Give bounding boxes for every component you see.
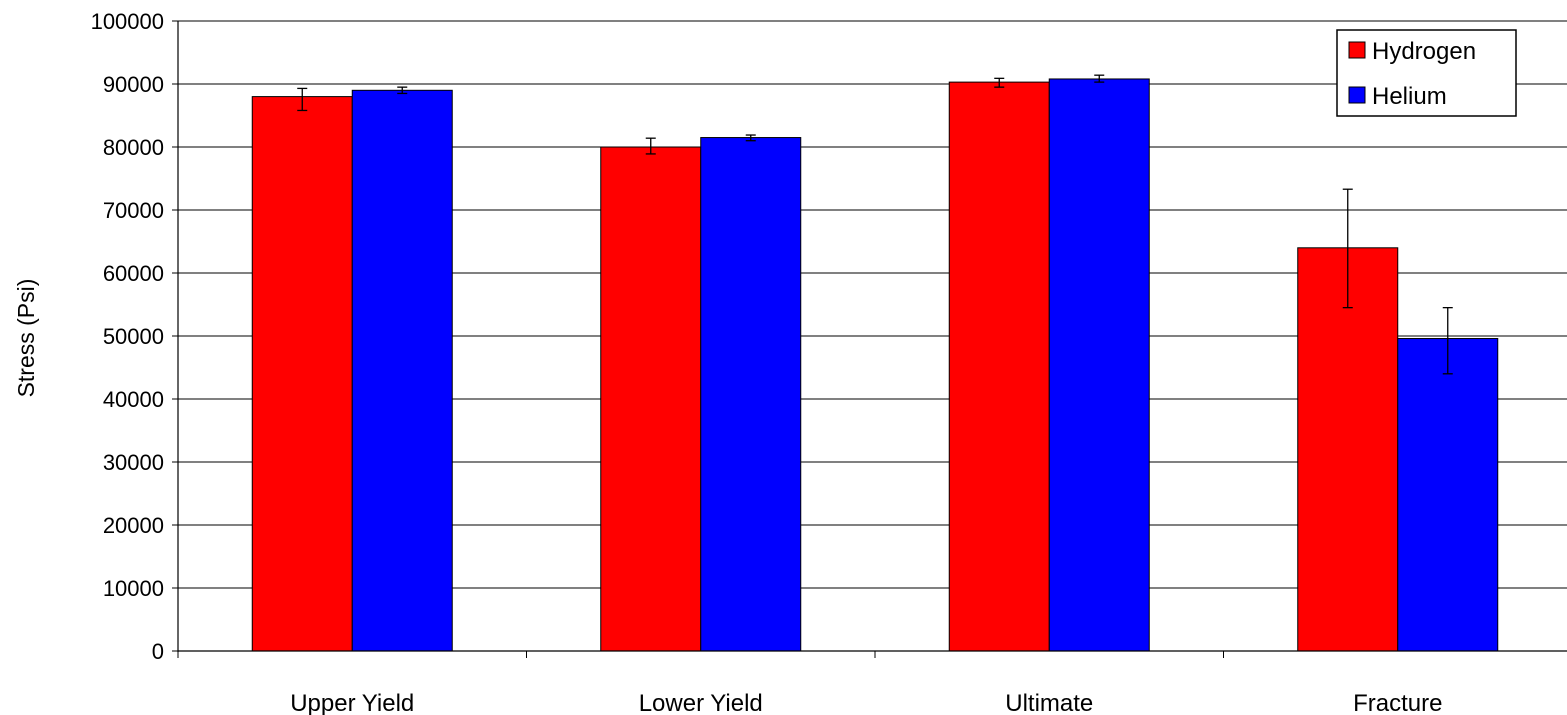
x-tick-labels: Upper Yield Lower Yield Ultimate Fracture — [290, 690, 1442, 715]
y-tick-label: 60000 — [103, 261, 164, 286]
bar-helium — [700, 137, 802, 652]
bar-hydrogen — [251, 96, 353, 652]
legend-swatch-hydrogen — [1348, 41, 1366, 59]
x-tick-label: Lower Yield — [639, 690, 763, 715]
legend-label-hydrogen: Hydrogen — [1372, 38, 1476, 65]
bar-helium — [1397, 338, 1499, 652]
legend-swatch-helium — [1348, 86, 1366, 104]
x-tick-label: Fracture — [1353, 690, 1442, 715]
error-bars — [297, 74, 1453, 375]
bar-hydrogen — [948, 81, 1050, 652]
y-tick-label: 80000 — [103, 135, 164, 160]
y-tick-label: 10000 — [103, 576, 164, 601]
y-tick-label: 0 — [152, 639, 164, 664]
x-tick-label: Upper Yield — [290, 690, 414, 715]
bar-helium — [351, 89, 453, 652]
y-tick-label: 40000 — [103, 387, 164, 412]
y-tick-label: 90000 — [103, 72, 164, 97]
y-tick-label: 50000 — [103, 324, 164, 349]
y-tick-label: 70000 — [103, 198, 164, 223]
y-tick-label: 20000 — [103, 513, 164, 538]
x-tick-label: Ultimate — [1005, 690, 1093, 715]
legend-box — [1336, 29, 1517, 117]
legend-label-helium: Helium — [1372, 83, 1447, 110]
y-tick-label: 30000 — [103, 450, 164, 475]
bars — [251, 78, 1499, 652]
y-tick-labels: 0 10000 20000 30000 40000 50000 60000 70000 8000… — [91, 9, 164, 664]
bar-hydrogen — [600, 146, 702, 652]
axes — [172, 20, 1567, 658]
legend: Hydrogen Helium — [1336, 29, 1517, 117]
y-tick-label: 100000 — [91, 9, 164, 34]
y-axis-title: Stress (Psi) — [13, 279, 39, 398]
bar-helium — [1048, 78, 1150, 652]
